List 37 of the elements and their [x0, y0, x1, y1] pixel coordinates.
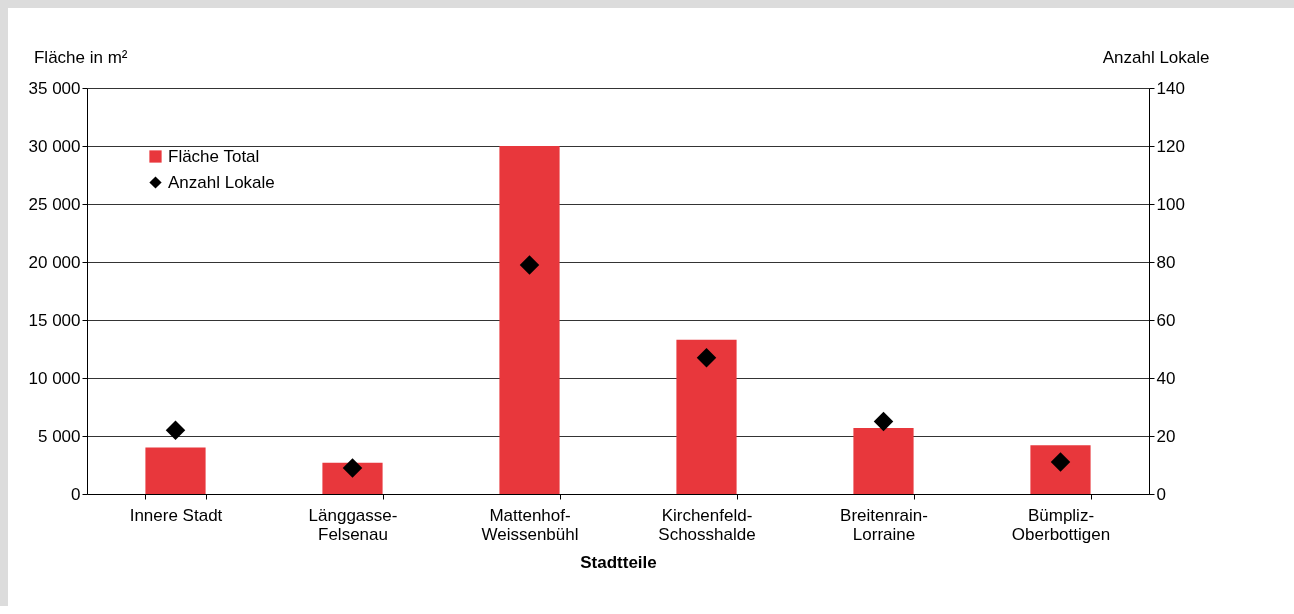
bar: [853, 427, 914, 494]
legend-label: Anzahl Lokale: [168, 172, 275, 192]
y2-tick-label: 0: [1156, 484, 1166, 504]
bar: [1030, 445, 1091, 494]
point: [873, 411, 894, 432]
x-tick-label: Breitenrain-Lorraine: [840, 505, 928, 544]
y-tick-label: 15 000: [28, 310, 81, 330]
y2-tick-label: 60: [1156, 310, 1176, 330]
y2-tick-label: 40: [1156, 368, 1176, 388]
point: [519, 255, 540, 275]
bar: [322, 462, 383, 494]
x-tick-label: Länggasse-Felsenau: [308, 505, 398, 544]
legend-label: Fläche Total: [168, 146, 260, 166]
y2-tick-label: 80: [1156, 252, 1176, 272]
x-axis-title: Stadtteile: [580, 552, 657, 572]
x-tick-label: Mattenhof-Weissenbühl: [481, 505, 579, 544]
x-tick-label: Bümpliz-Oberbottigen: [1011, 505, 1111, 544]
y2-tick-label: 120: [1156, 136, 1185, 156]
y-tick-label: 10 000: [28, 368, 81, 388]
y-axis-title: Fläche in m²: [33, 47, 128, 67]
y-tick-label: 5 000: [37, 426, 81, 446]
point: [696, 347, 717, 368]
y-tick-label: 20 000: [28, 252, 81, 272]
x-tick-label: Kirchenfeld-Schosshalde: [658, 505, 756, 544]
y-tick-label: 0: [71, 484, 81, 504]
bar: [499, 146, 560, 494]
bar: [676, 339, 737, 494]
bar: [145, 447, 206, 494]
y2-tick-label: 140: [1156, 78, 1185, 98]
point: [165, 420, 186, 440]
y-tick-label: 25 000: [28, 194, 81, 214]
y2-axis-title: Anzahl Lokale: [1102, 47, 1210, 67]
y-tick-label: 35 000: [28, 78, 81, 98]
y2-tick-label: 20: [1156, 426, 1176, 446]
y2-tick-label: 100: [1156, 194, 1185, 214]
x-tick-label: Innere Stadt: [129, 505, 223, 525]
y-tick-label: 30 000: [28, 136, 81, 156]
